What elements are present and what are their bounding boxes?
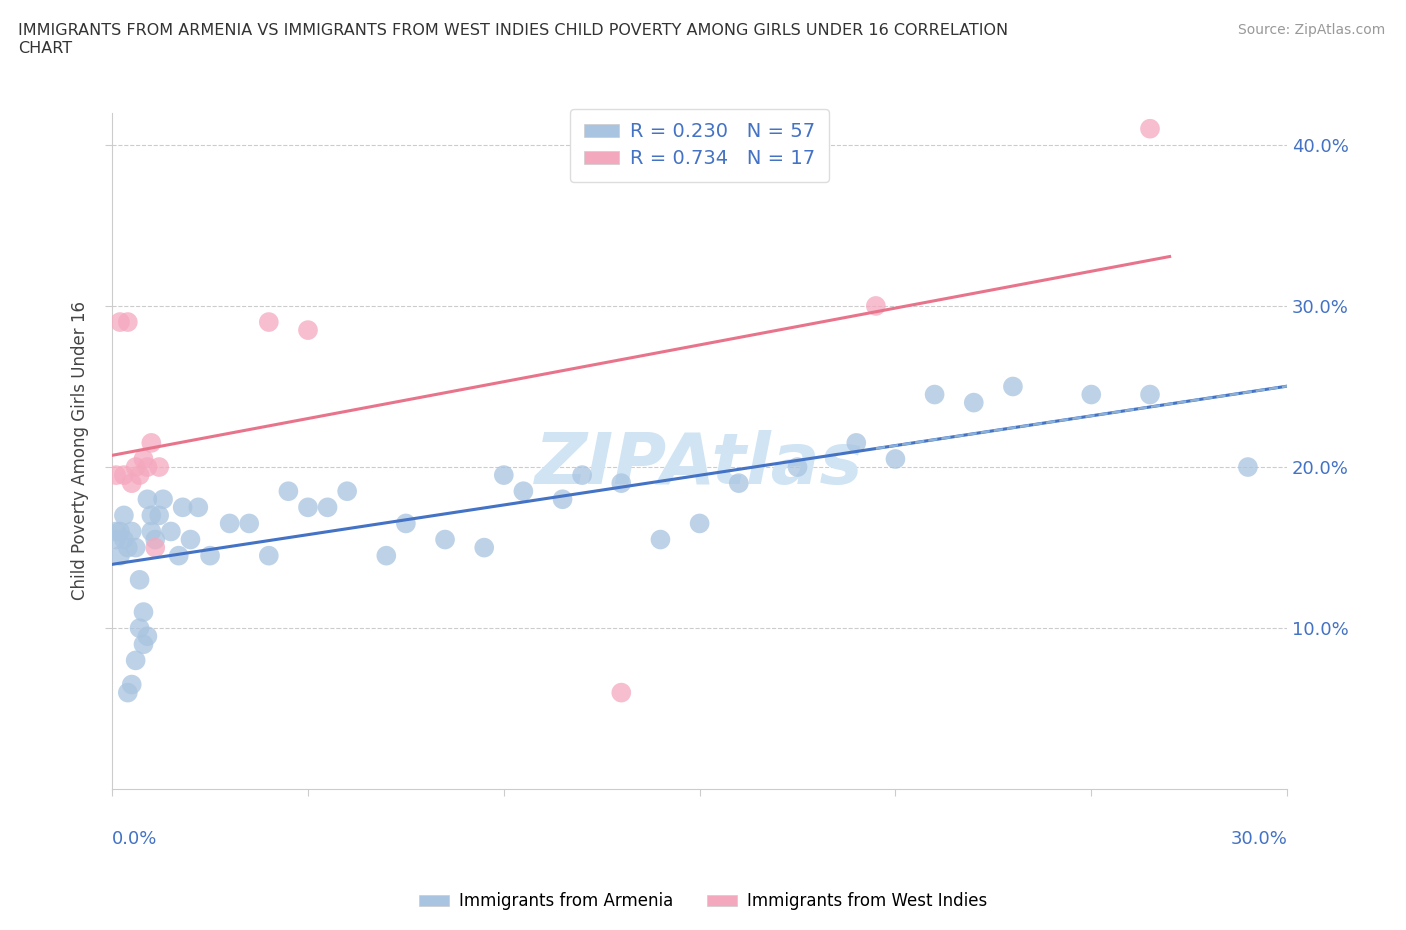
Point — [128, 572, 150, 587]
Point — [141, 508, 163, 523]
Point — [128, 620, 150, 635]
Point — [257, 548, 280, 563]
Point — [132, 637, 155, 652]
Point — [105, 468, 128, 483]
Point — [160, 524, 183, 538]
Point — [108, 548, 131, 563]
Point — [141, 435, 163, 450]
Text: Source: ZipAtlas.com: Source: ZipAtlas.com — [1237, 23, 1385, 37]
Point — [179, 532, 201, 547]
Point — [117, 314, 139, 329]
Point — [924, 387, 946, 402]
Point — [551, 492, 574, 507]
Point — [277, 484, 299, 498]
Point — [689, 516, 711, 531]
Point — [727, 476, 749, 491]
Point — [865, 299, 887, 313]
Point — [650, 532, 672, 547]
Point — [187, 500, 209, 515]
Point — [238, 516, 260, 531]
Point — [136, 629, 159, 644]
Point — [167, 548, 190, 563]
Point — [132, 604, 155, 619]
Point — [610, 476, 633, 491]
Point — [148, 459, 170, 474]
Point — [434, 532, 457, 547]
Point — [1139, 121, 1161, 136]
Point — [112, 468, 135, 483]
Point — [117, 540, 139, 555]
Point — [143, 540, 166, 555]
Point — [105, 532, 128, 547]
Point — [1001, 379, 1024, 394]
Legend: Immigrants from Armenia, Immigrants from West Indies: Immigrants from Armenia, Immigrants from… — [412, 885, 994, 917]
Point — [132, 452, 155, 467]
Point — [884, 452, 907, 467]
Point — [297, 323, 319, 338]
Point — [786, 459, 808, 474]
Point — [1237, 459, 1260, 474]
Point — [121, 677, 143, 692]
Point — [108, 524, 131, 538]
Text: IMMIGRANTS FROM ARMENIA VS IMMIGRANTS FROM WEST INDIES CHILD POVERTY AMONG GIRLS: IMMIGRANTS FROM ARMENIA VS IMMIGRANTS FR… — [18, 23, 1008, 56]
Point — [136, 459, 159, 474]
Point — [124, 459, 146, 474]
Point — [152, 492, 174, 507]
Point — [218, 516, 240, 531]
Text: 0.0%: 0.0% — [112, 830, 157, 847]
Point — [105, 524, 128, 538]
Point — [124, 540, 146, 555]
Point — [571, 468, 593, 483]
Point — [143, 532, 166, 547]
Point — [198, 548, 221, 563]
Point — [128, 468, 150, 483]
Point — [492, 468, 515, 483]
Point — [141, 524, 163, 538]
Point — [124, 653, 146, 668]
Point — [472, 540, 495, 555]
Point — [512, 484, 534, 498]
Point — [112, 532, 135, 547]
Legend: R = 0.230   N = 57, R = 0.734   N = 17: R = 0.230 N = 57, R = 0.734 N = 17 — [569, 109, 830, 181]
Point — [963, 395, 986, 410]
Point — [117, 685, 139, 700]
Point — [375, 548, 398, 563]
Point — [172, 500, 194, 515]
Point — [297, 500, 319, 515]
Point — [316, 500, 339, 515]
Point — [336, 484, 359, 498]
Point — [1139, 387, 1161, 402]
Point — [108, 314, 131, 329]
Point — [845, 435, 868, 450]
Point — [148, 508, 170, 523]
Point — [257, 314, 280, 329]
Point — [136, 492, 159, 507]
Y-axis label: Child Poverty Among Girls Under 16: Child Poverty Among Girls Under 16 — [72, 301, 89, 601]
Text: ZIPAtlas: ZIPAtlas — [536, 430, 863, 499]
Point — [395, 516, 418, 531]
Point — [121, 524, 143, 538]
Point — [610, 685, 633, 700]
Point — [1080, 387, 1102, 402]
Point — [121, 476, 143, 491]
Point — [112, 508, 135, 523]
Text: 30.0%: 30.0% — [1230, 830, 1286, 847]
